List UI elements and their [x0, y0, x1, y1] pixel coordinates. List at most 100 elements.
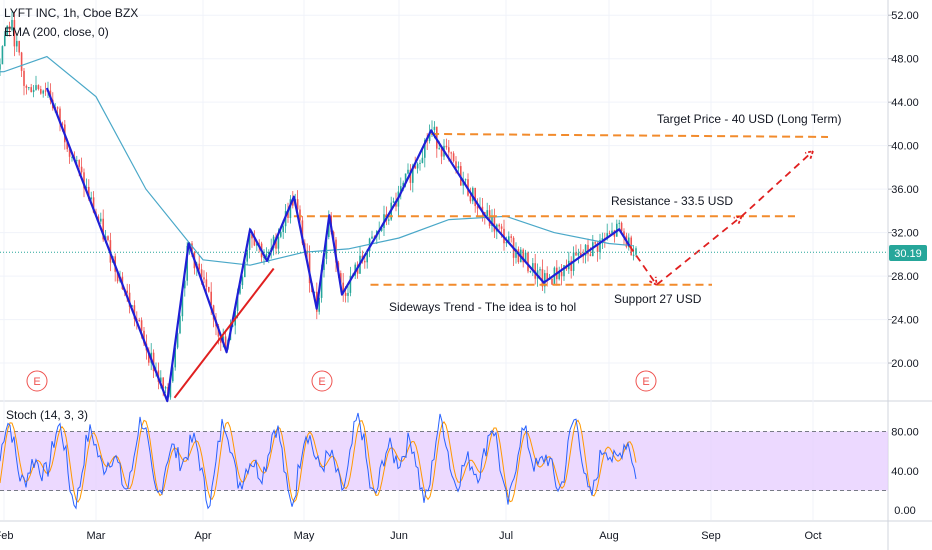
projection-path	[628, 150, 814, 287]
candle-body	[78, 160, 80, 167]
candle-body	[277, 236, 280, 249]
candle-body	[37, 85, 40, 90]
candle-body	[318, 297, 320, 312]
time-axis[interactable]: Feb Mar Apr May Jun Jul Aug Sep Oct	[0, 530, 822, 542]
candle-body	[169, 381, 172, 398]
candle-body	[205, 279, 208, 287]
candle-body	[308, 253, 311, 284]
stoch-tick-label: 80.00	[891, 427, 919, 439]
candle-body	[4, 35, 6, 47]
candle-body	[524, 252, 527, 263]
candle-body	[558, 271, 560, 280]
candle-body	[455, 161, 457, 169]
overlays	[0, 55, 888, 403]
candle-body	[364, 261, 366, 263]
candle-body	[412, 165, 414, 183]
candle-body	[416, 163, 419, 169]
candle-body	[140, 320, 143, 331]
candle-body	[414, 165, 416, 169]
candle-body	[76, 160, 78, 162]
candle-body	[280, 232, 282, 237]
candle-body	[476, 206, 479, 209]
candle-body	[198, 263, 200, 270]
candle-body	[522, 249, 524, 263]
candle-body	[176, 333, 179, 348]
stoch-legend[interactable]: Stoch (14, 3, 3)	[6, 408, 89, 422]
candle-body	[594, 242, 596, 244]
candle-body	[292, 199, 294, 206]
candle-body	[299, 209, 301, 221]
time-tick-label: Mar	[87, 530, 106, 542]
candle-body	[407, 169, 409, 174]
candle-body	[323, 258, 325, 270]
candle-body	[241, 277, 244, 286]
candle-body	[349, 275, 352, 293]
candle-body	[287, 211, 289, 218]
candle-body	[457, 166, 460, 169]
symbol-title[interactable]: LYFT INC, 1h, Cboe BZX	[4, 6, 139, 20]
candle-body	[301, 220, 304, 244]
candle-body	[551, 278, 553, 285]
candle-body	[239, 285, 241, 294]
candle-body	[186, 245, 188, 281]
candle-body	[596, 243, 599, 253]
earnings-marker	[311, 370, 333, 392]
target-label: Target Price - 40 USD (Long Term)	[657, 112, 842, 126]
candle-body	[232, 325, 234, 327]
candle-body	[16, 40, 18, 47]
time-tick-label: Jul	[499, 530, 513, 542]
candle-body	[486, 210, 488, 217]
price-axis[interactable]: 20.00 24.00 28.00 32.00 36.00 40.00 44.00 48.00…	[888, 10, 919, 517]
price-tick-label: 40.00	[891, 141, 919, 153]
candle-body	[85, 186, 88, 189]
candle-body	[181, 288, 184, 317]
price-tick-label: 20.00	[891, 358, 919, 370]
candle-body	[493, 216, 496, 232]
stoch-tick-label: 40.00	[891, 466, 919, 478]
candle-body	[440, 148, 443, 157]
candle-body	[599, 239, 601, 253]
candle-body	[92, 197, 95, 213]
candle-body	[191, 243, 193, 253]
candle-body	[56, 107, 59, 109]
candle-body	[464, 179, 467, 181]
projection-arrowhead	[649, 276, 658, 287]
candle-body	[409, 169, 412, 183]
candle-body	[160, 377, 162, 382]
candle-body	[289, 199, 292, 218]
red-trendline	[173, 267, 275, 399]
candle-body	[563, 265, 565, 277]
candle-body	[184, 280, 186, 289]
candle-body	[474, 187, 476, 207]
earnings-marker	[635, 370, 657, 392]
main-pane[interactable]	[0, 0, 888, 400]
candle-body	[620, 222, 623, 232]
candle-body	[174, 347, 176, 368]
candle-body	[13, 20, 16, 47]
candle-body	[40, 89, 42, 94]
candle-body	[30, 87, 32, 93]
candle-body	[428, 132, 431, 142]
candle-body	[116, 271, 119, 282]
candle-body	[539, 269, 541, 271]
candle-body	[6, 25, 8, 36]
price-tick-label: 24.00	[891, 315, 919, 327]
ema-legend[interactable]: EMA (200, close, 0)	[4, 25, 109, 39]
candle-body	[438, 148, 440, 150]
candle-body	[296, 199, 299, 210]
candle-body	[126, 290, 128, 293]
candle-body	[152, 352, 155, 372]
candle-body	[203, 277, 205, 280]
candle-body	[601, 238, 604, 240]
candle-body	[469, 195, 472, 202]
candle-body	[246, 249, 248, 262]
candle-body	[580, 252, 582, 256]
candle-body	[320, 269, 323, 298]
support-label: Support 27 USD	[614, 292, 702, 306]
candle-body	[527, 252, 529, 272]
candle-body	[433, 126, 436, 131]
candle-body	[611, 230, 613, 234]
candle-body	[570, 260, 572, 271]
projection-arrowhead	[733, 215, 744, 225]
